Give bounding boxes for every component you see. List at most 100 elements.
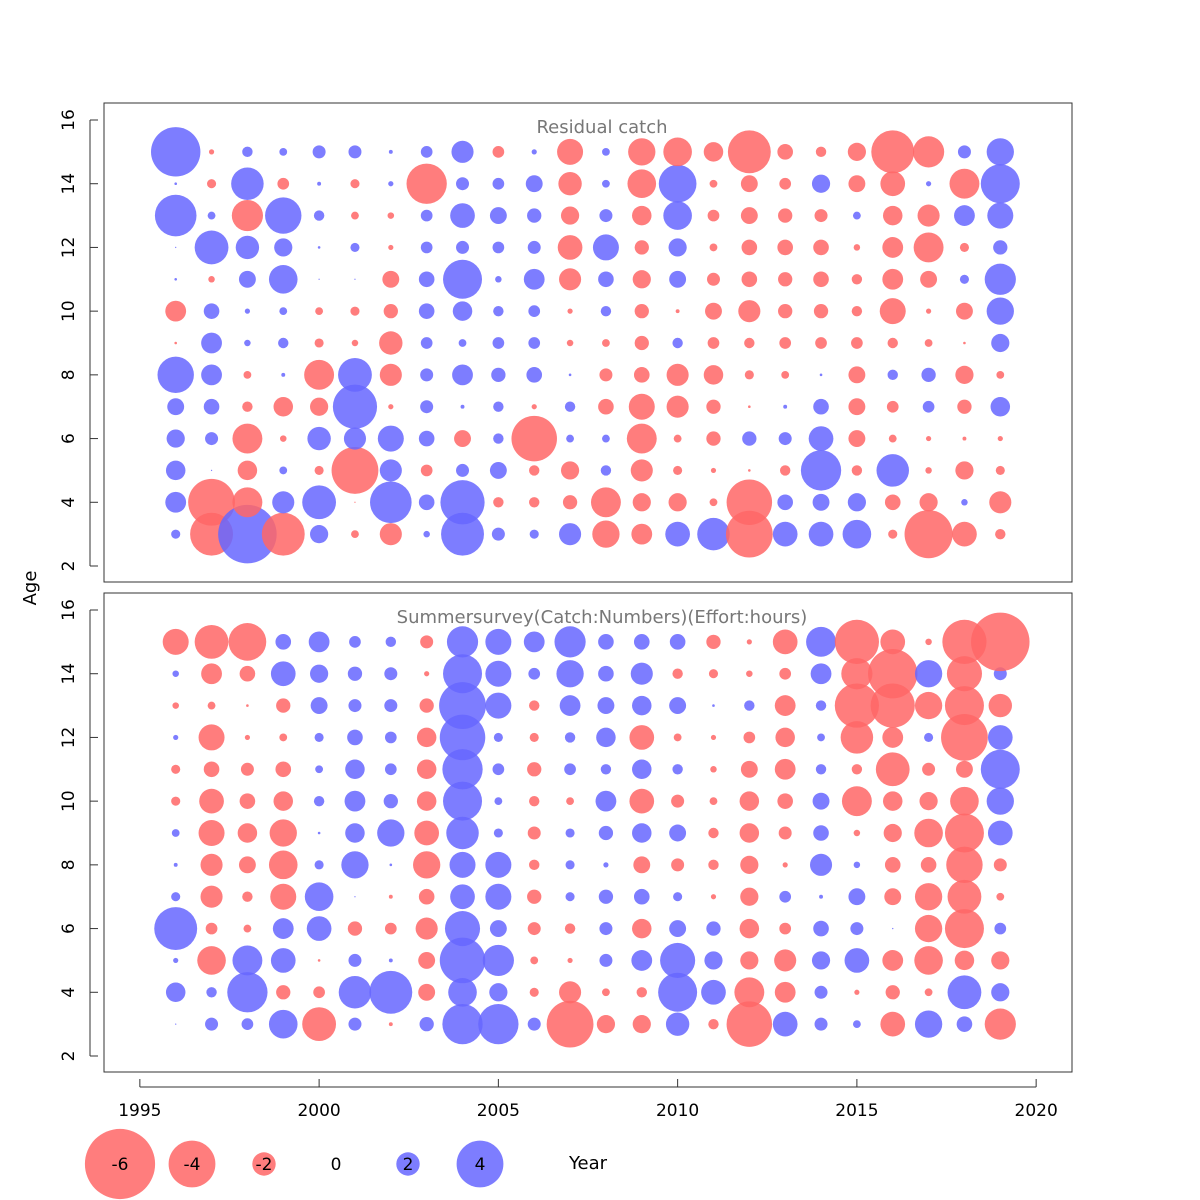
bubble-2005-age-9 — [493, 828, 503, 838]
y-tick-label: 4 — [59, 497, 79, 508]
bubble-2016-age-8 — [884, 857, 901, 873]
bubble-2006-age-14 — [525, 175, 543, 193]
bubble-2004-age-8 — [449, 851, 476, 878]
bubble-2003-age-5 — [418, 951, 436, 969]
bubble-1999-age-11 — [275, 761, 292, 778]
bubble-2009-age-8 — [633, 856, 651, 874]
bubble-2002-age-9 — [377, 819, 405, 847]
bubble-1999-age-13 — [276, 698, 291, 713]
bubble-2015-age-10 — [841, 786, 872, 817]
x-tick-label: 2015 — [835, 1101, 878, 1121]
bubble-1997-age-5 — [210, 469, 213, 472]
bubble-2013-age-7 — [779, 890, 792, 903]
bubble-2005-age-10 — [493, 305, 504, 317]
bubble-2003-age-3 — [419, 1016, 434, 1032]
bubble-1998-age-6 — [243, 924, 252, 933]
bubble-1998-age-3 — [218, 504, 277, 564]
bubble-2005-age-9 — [492, 337, 505, 349]
bubble-2015-age-8 — [848, 366, 866, 384]
bubble-2017-age-10 — [925, 308, 932, 314]
bubble-1996-age-7 — [167, 398, 185, 416]
bubble-2011-age-15 — [703, 142, 724, 162]
bubble-2004-age-6 — [444, 911, 481, 947]
x-axis: 1995 2000 2005 2010 2015 2020 — [118, 1079, 1058, 1121]
bubble-2007-age-5 — [560, 461, 580, 480]
bubble-2015-age-13 — [852, 211, 861, 220]
bubble-1996-age-3 — [171, 529, 181, 539]
bubble-2016-age-14 — [868, 649, 918, 699]
x-tick-label: 2020 — [1015, 1101, 1058, 1121]
bubble-2019-age-12 — [987, 725, 1013, 750]
bubble-1999-age-5 — [270, 948, 296, 973]
bubble-1998-age-11 — [238, 270, 256, 288]
bubble-2000-age-4 — [302, 485, 337, 520]
bubble-2013-age-3 — [772, 1011, 798, 1037]
bubble-2004-age-4 — [440, 480, 485, 525]
bubble-2002-age-14 — [384, 667, 398, 681]
bubble-2015-age-12 — [840, 721, 874, 754]
bubble-1998-age-10 — [244, 308, 251, 314]
bubble-2005-age-13 — [489, 207, 507, 225]
bubble-2004-age-7 — [450, 884, 475, 910]
bubble-1996-age-6 — [154, 907, 198, 951]
bubble-1999-age-4 — [276, 985, 291, 1000]
bubble-2007-age-8 — [565, 860, 575, 870]
bubble-2008-age-8 — [599, 368, 613, 382]
bubble-1998-age-15 — [242, 146, 253, 158]
bubble-2009-age-3 — [631, 523, 653, 545]
bubble-2017-age-7 — [914, 883, 943, 911]
bubble-2010-age-8 — [666, 363, 689, 386]
bubble-2010-age-5 — [660, 942, 696, 978]
bubble-2014-age-9 — [813, 825, 829, 841]
bubble-2006-age-6 — [511, 415, 557, 462]
bubble-2014-age-15 — [806, 626, 836, 657]
bubble-2019-age-9 — [987, 820, 1013, 846]
bubble-2002-age-4 — [369, 970, 413, 1014]
legend-label: -6 — [112, 1155, 129, 1175]
bubble-2003-age-6 — [418, 430, 435, 447]
bubble-2002-age-6 — [377, 425, 404, 452]
bubble-2000-age-12 — [314, 732, 324, 742]
bubble-1996-age-8 — [173, 862, 178, 867]
bubble-2013-age-12 — [775, 727, 795, 748]
bubble-2018-age-10 — [950, 786, 979, 816]
bubble-2004-age-3 — [442, 1003, 483, 1045]
bubble-2015-age-5 — [851, 465, 863, 476]
bubble-2019-age-15 — [986, 138, 1014, 166]
bubble-1996-age-9 — [171, 829, 180, 837]
bubble-2011-age-6 — [706, 431, 721, 446]
bubble-2005-age-13 — [485, 692, 512, 719]
bubble-2003-age-14 — [406, 163, 447, 204]
bubble-1997-age-8 — [201, 364, 222, 386]
bubble-2007-age-12 — [564, 732, 576, 743]
bubble-1999-age-10 — [273, 791, 294, 811]
bubble-2016-age-12 — [882, 727, 904, 748]
bubble-2009-age-11 — [632, 759, 652, 780]
bubble-2010-age-10 — [675, 309, 680, 314]
bubble-2014-age-6 — [808, 426, 834, 451]
bubble-1998-age-12 — [244, 734, 251, 741]
bubble-2014-age-14 — [810, 663, 832, 685]
bubble-1998-age-14 — [231, 167, 264, 200]
bubble-2009-age-14 — [630, 662, 653, 685]
bubble-2004-age-15 — [451, 140, 474, 163]
bubble-2019-age-5 — [991, 951, 1010, 970]
bubble-2006-age-8 — [526, 367, 543, 383]
panel-2: 2 4 6 8 10 12 14 16 Summersurvey(Catch:Numbers)(… — [59, 592, 1073, 1073]
bubble-2002-age-8 — [389, 863, 393, 867]
bubble-2006-age-9 — [527, 826, 541, 840]
bubble-1996-age-11 — [171, 764, 181, 774]
bubble-2017-age-14 — [925, 181, 932, 187]
bubble-2007-age-6 — [566, 434, 574, 443]
bubble-2000-age-7 — [304, 882, 334, 912]
y-tick-label: 16 — [59, 599, 79, 621]
bubble-2012-age-8 — [744, 370, 754, 380]
bubble-2015-age-3 — [852, 1020, 861, 1029]
bubble-2007-age-3 — [559, 523, 582, 546]
bubble-2018-age-13 — [944, 686, 984, 726]
bubble-2016-age-3 — [880, 1011, 906, 1037]
bubble-2017-age-15 — [925, 638, 932, 646]
bubble-2018-age-10 — [955, 302, 973, 320]
bubble-2019-age-12 — [993, 240, 1008, 255]
bubble-2015-age-15 — [834, 619, 879, 664]
